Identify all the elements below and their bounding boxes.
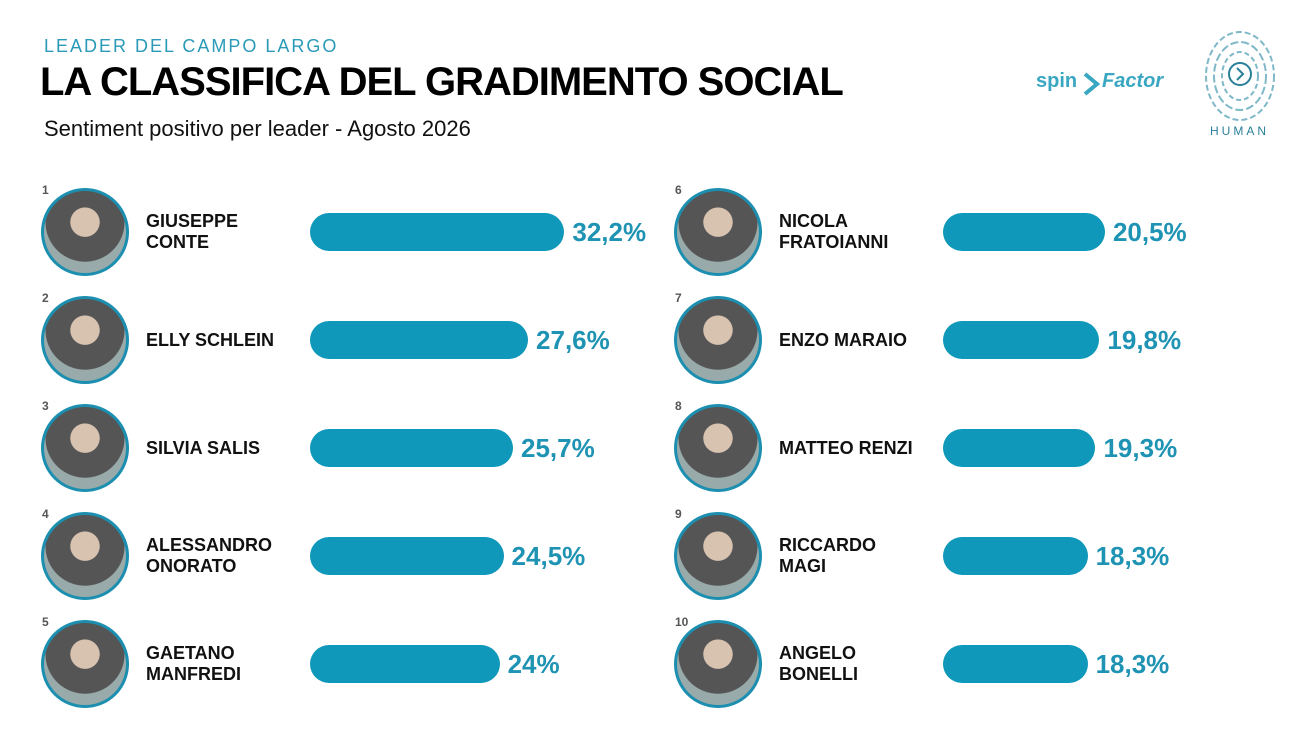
bar xyxy=(310,213,565,251)
logo-fingerprint xyxy=(1205,31,1275,121)
value-label: 32,2% xyxy=(572,217,647,247)
value-label: 24% xyxy=(507,649,560,679)
rank-label: 6 xyxy=(675,183,682,197)
leader-photo xyxy=(41,404,129,492)
logo-text: HUMAN xyxy=(1210,124,1269,138)
rank-label: 9 xyxy=(675,507,682,521)
subtitle: Sentiment positivo per leader - Agosto 2… xyxy=(44,116,471,141)
category-label: GAETANO MANFREDI xyxy=(146,643,241,684)
bar xyxy=(310,645,500,683)
category-label: ENZO MARAIO xyxy=(779,329,907,350)
category-label: SILVIA SALIS xyxy=(146,437,261,458)
bar xyxy=(943,321,1100,359)
leader-photo xyxy=(674,512,762,600)
rank-label: 10 xyxy=(675,615,689,629)
rank-label: 2 xyxy=(42,291,49,305)
rank-label: 1 xyxy=(42,183,49,197)
category-label: GIUSEPPE CONTE xyxy=(146,211,239,252)
bar xyxy=(943,429,1096,467)
value-label: 19,3% xyxy=(1103,433,1178,463)
rank-label: 5 xyxy=(42,615,49,629)
leader-photo xyxy=(41,188,129,276)
category-label: RICCARDO MAGI xyxy=(779,535,876,576)
category-label: ALESSANDRO ONORATO xyxy=(146,535,273,576)
logo-text: spin xyxy=(1036,70,1078,92)
rank-label: 7 xyxy=(675,291,682,305)
category-label: ANGELO BONELLI xyxy=(779,643,858,684)
bar xyxy=(943,645,1088,683)
leader-photo xyxy=(41,512,129,600)
logo-text: Factor xyxy=(1102,70,1164,92)
category-label: MATTEO RENZI xyxy=(779,437,913,458)
category-label: ELLY SCHLEIN xyxy=(146,329,275,350)
rank-label: 4 xyxy=(42,507,49,521)
rank-label: 8 xyxy=(675,399,682,413)
kicker: LEADER DEL CAMPO LARGO xyxy=(44,36,339,56)
bar xyxy=(943,537,1088,575)
value-label: 18,3% xyxy=(1095,649,1170,679)
value-label: 27,6% xyxy=(536,325,610,355)
bar xyxy=(310,429,514,467)
leader-photo xyxy=(674,188,762,276)
value-label: 19,8% xyxy=(1107,325,1182,355)
leader-photo xyxy=(674,404,762,492)
leader-photo xyxy=(674,296,762,384)
bar xyxy=(943,213,1105,251)
logo-arrow xyxy=(1083,72,1100,96)
value-label: 18,3% xyxy=(1095,541,1170,571)
value-label: 24,5% xyxy=(511,541,586,571)
value-label: 25,7% xyxy=(521,433,595,463)
leader-photo xyxy=(674,620,762,708)
leader-photo xyxy=(41,620,129,708)
chart-title: LA CLASSIFICA DEL GRADIMENTO SOCIAL xyxy=(40,60,844,104)
rank-label: 3 xyxy=(42,399,49,413)
bar xyxy=(310,537,504,575)
category-label: NICOLA FRATOIANNI xyxy=(779,211,889,252)
value-label: 20,5% xyxy=(1112,217,1187,247)
leader-photo xyxy=(41,296,129,384)
bar xyxy=(310,321,529,359)
